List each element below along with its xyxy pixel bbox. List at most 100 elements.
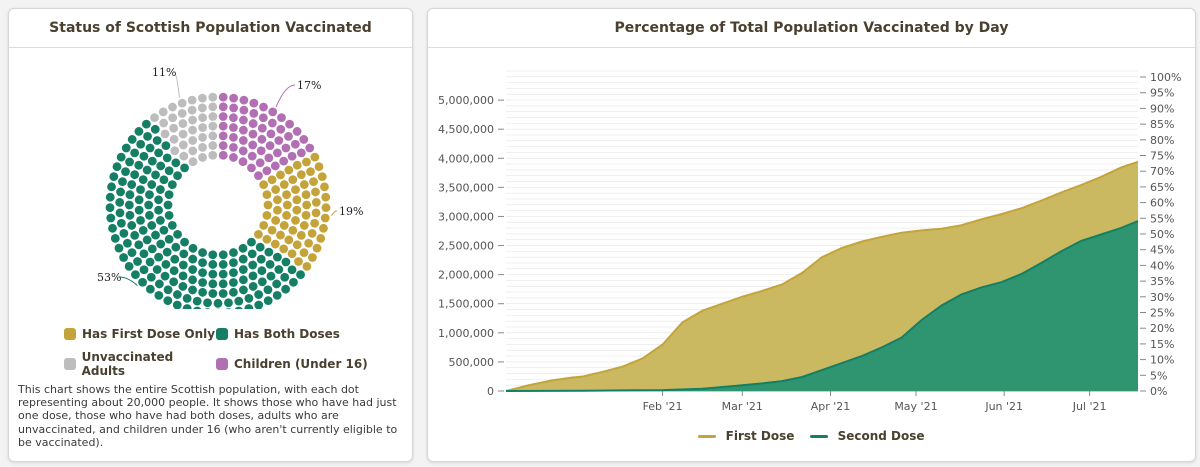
donut-dot	[257, 123, 267, 133]
donut-dot	[173, 229, 182, 239]
donut-dot	[119, 228, 129, 238]
donut-dot	[158, 107, 168, 117]
donut-dot	[263, 296, 273, 306]
donut-dot	[301, 210, 311, 220]
y-right-tick-label: 10%	[1150, 354, 1174, 367]
x-tick-label: Jul '21	[1072, 400, 1107, 413]
legend-unvaccinated-adults[interactable]: Unvaccinated Adults	[64, 350, 216, 378]
donut-data-label: 19%	[339, 205, 363, 218]
donut-dot	[178, 282, 188, 291]
legend-first-dose[interactable]: First Dose	[698, 429, 794, 443]
donut-dot	[121, 143, 131, 153]
donut-dot	[311, 197, 321, 207]
donut-dot	[274, 265, 284, 274]
donut-dot	[173, 171, 182, 181]
donut-dot	[299, 221, 309, 230]
donut-dot	[124, 261, 134, 271]
donut-dot	[273, 148, 282, 158]
donut-dot	[281, 143, 291, 153]
donut-dot	[259, 220, 269, 230]
legend-both-doses[interactable]: Has Both Doses	[216, 327, 376, 341]
donut-dot	[281, 284, 291, 294]
x-tick-label: Feb '21	[643, 400, 683, 413]
donut-dot	[130, 230, 140, 240]
donut-dot	[178, 260, 188, 270]
donut-dot	[188, 136, 198, 145]
donut-dot	[172, 290, 182, 299]
donut-dot	[208, 121, 218, 131]
donut-dot	[105, 192, 115, 202]
donut-dot	[164, 190, 174, 200]
donut-dot	[294, 257, 303, 266]
donut-dot	[296, 270, 305, 280]
y-left-tick-label: 2,500,000	[438, 240, 494, 253]
x-tick-label: May '21	[894, 400, 937, 413]
donut-dot	[127, 248, 137, 258]
donut-slice-unvaccinated-adults	[150, 92, 218, 167]
donut-dot	[302, 200, 312, 210]
donut-dot	[247, 237, 256, 247]
donut-dot	[248, 129, 258, 139]
donut-dot	[133, 257, 142, 266]
donut-leader-line	[275, 84, 296, 108]
donut-dot	[169, 277, 179, 287]
donut-dot	[218, 250, 228, 260]
donut-dot	[150, 124, 160, 134]
donut-dot	[154, 290, 164, 300]
donut-dot	[249, 109, 259, 118]
donut-dot	[249, 98, 259, 108]
donut-dot	[178, 140, 188, 150]
donut-dot	[119, 253, 129, 262]
donut-dot	[159, 175, 169, 185]
donut-dot	[145, 190, 154, 200]
donut-dot	[164, 211, 174, 220]
donut-dot	[296, 230, 306, 240]
x-tick-label: Jun '21	[984, 400, 1023, 413]
donut-dot	[238, 136, 248, 145]
legend-second-dose[interactable]: Second Dose	[810, 429, 925, 443]
donut-dot	[280, 272, 290, 282]
donut-dot	[188, 243, 198, 253]
donut-dot	[182, 293, 192, 303]
donut-dot	[134, 205, 144, 215]
donut-dot	[265, 260, 275, 269]
unvaccinated-adults-swatch	[64, 358, 76, 370]
donut-dot	[257, 277, 267, 287]
y-left-tick-label: 3,500,000	[438, 181, 494, 194]
donut-dot	[115, 197, 125, 207]
donut-dot	[248, 119, 258, 128]
donut-dot	[272, 290, 282, 300]
donut-dot	[154, 148, 164, 158]
legend-first-dose-only-label: Has First Dose Only	[82, 327, 216, 341]
legend-children[interactable]: Children (Under 16)	[216, 350, 376, 378]
donut-dot	[171, 158, 181, 168]
donut-dot	[296, 170, 306, 180]
donut-dot	[121, 167, 130, 177]
second-dose-line	[505, 220, 1139, 392]
y-right-tick-label: 90%	[1150, 102, 1174, 115]
donut-dot	[208, 112, 218, 121]
donut-dot	[208, 269, 218, 279]
donut-dot	[292, 160, 302, 170]
donut-dot	[270, 161, 280, 171]
donut-dot	[123, 238, 132, 248]
donut-dot	[180, 237, 189, 247]
donut-dot	[179, 249, 189, 259]
donut-leader-line	[331, 210, 338, 216]
donut-dot	[107, 182, 116, 192]
donut-dot	[163, 296, 173, 306]
y-right-tick-label: 0%	[1150, 385, 1167, 398]
y-right-tick-label: 60%	[1150, 197, 1174, 210]
donut-dot	[218, 279, 228, 289]
donut-dot	[301, 190, 311, 200]
donut-dot	[161, 141, 171, 151]
area-legend: First Dose Second Dose	[428, 429, 1195, 443]
donut-dot	[188, 157, 198, 167]
donut-dot	[292, 195, 302, 205]
legend-first-dose-only[interactable]: Has First Dose Only	[64, 327, 216, 341]
y-left-tick-label: 4,000,000	[438, 152, 494, 165]
y-left-tick-label: 1,500,000	[438, 298, 494, 311]
y-right-tick-label: 85%	[1150, 118, 1174, 131]
donut-dot	[161, 260, 171, 269]
donut-dot	[188, 285, 197, 295]
